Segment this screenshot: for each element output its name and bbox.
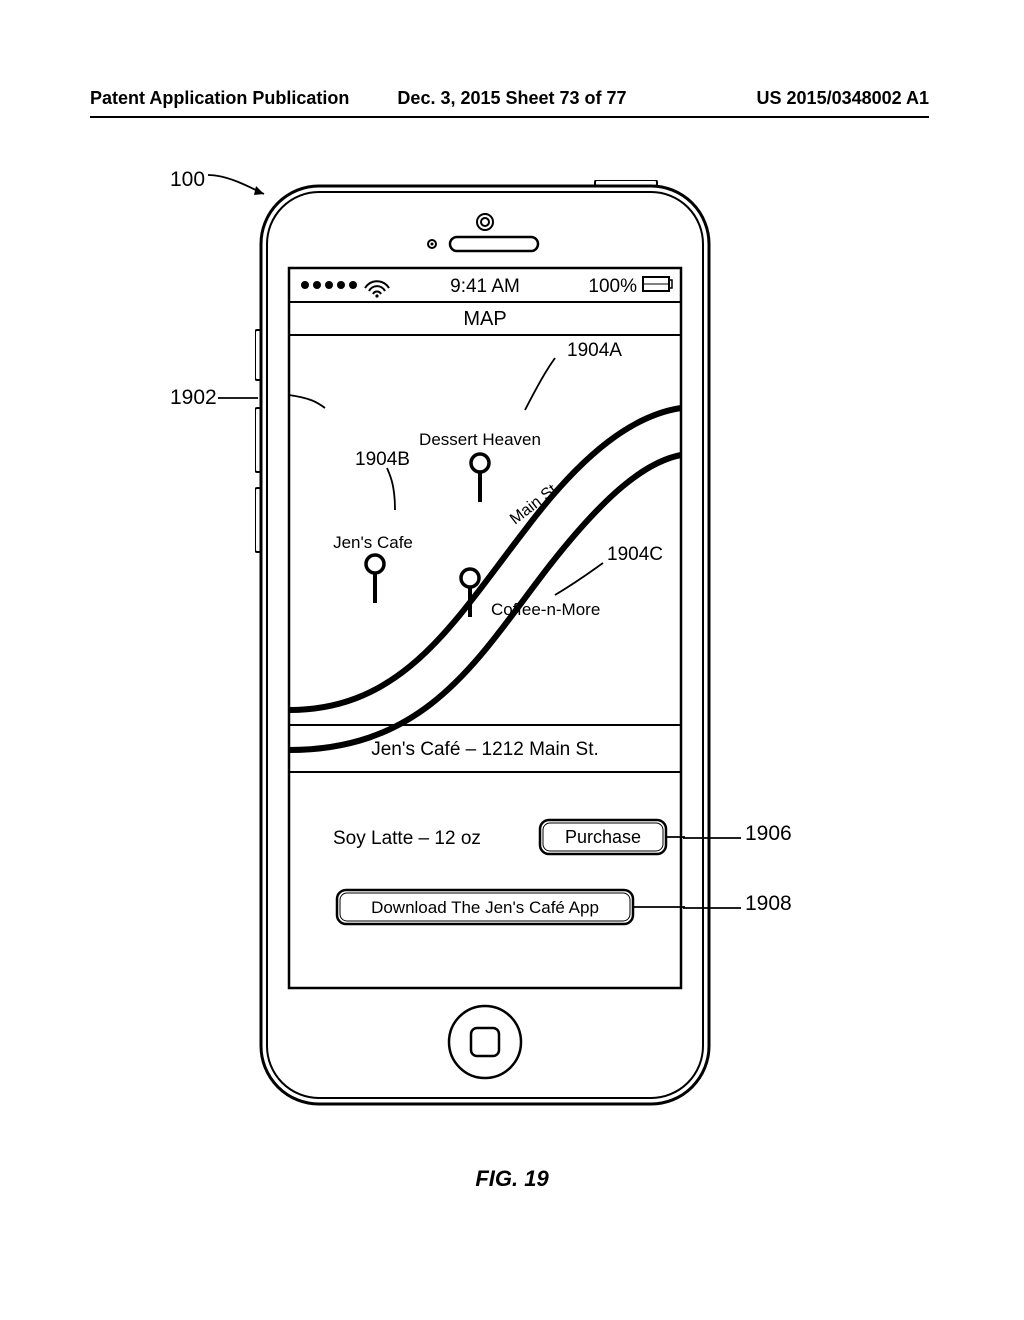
header-divider (90, 116, 929, 118)
status-time: 9:41 AM (450, 276, 520, 297)
item-line: Soy Latte – 12 oz (333, 828, 481, 849)
header-pub-number: US 2015/0348002 A1 (757, 88, 929, 109)
home-button[interactable] (471, 1028, 499, 1056)
map-pin-jens-cafe[interactable] (366, 555, 384, 603)
ref-100: 100 (170, 168, 205, 192)
svg-text:Download The Jen's Café App: Download The Jen's Café App (371, 898, 599, 917)
header-publication-label: Patent Application Publication (90, 88, 349, 109)
header-date-sheet: Dec. 3, 2015 Sheet 73 of 77 (397, 88, 626, 109)
selected-location: Jen's Café – 1212 Main St. (371, 739, 599, 760)
ref-1902: 1902 (170, 386, 217, 410)
status-battery: 100% (588, 276, 637, 297)
purchase-button[interactable]: Purchase (540, 820, 666, 854)
pin-label-c: Coffee-n-More (491, 600, 600, 619)
svg-text:Purchase: Purchase (565, 827, 641, 847)
map-pin-dessert-heaven[interactable] (471, 454, 489, 502)
ref-1904b: 1904B (355, 449, 410, 470)
screen-title: MAP (463, 308, 506, 330)
pin-label-a: Dessert Heaven (419, 430, 541, 449)
pin-label-b: Jen's Cafe (333, 533, 413, 552)
ref-1904a: 1904A (567, 340, 622, 361)
ref-1904c: 1904C (607, 544, 663, 565)
ref-1906: 1906 (745, 822, 792, 846)
download-app-button[interactable]: Download The Jen's Café App (337, 890, 633, 924)
figure-caption: FIG. 19 (475, 1166, 548, 1192)
phone-device-figure: 9:41 AM 100% MAP Main St. Dessert Heaven… (255, 180, 715, 1110)
ref-1908: 1908 (745, 892, 792, 916)
